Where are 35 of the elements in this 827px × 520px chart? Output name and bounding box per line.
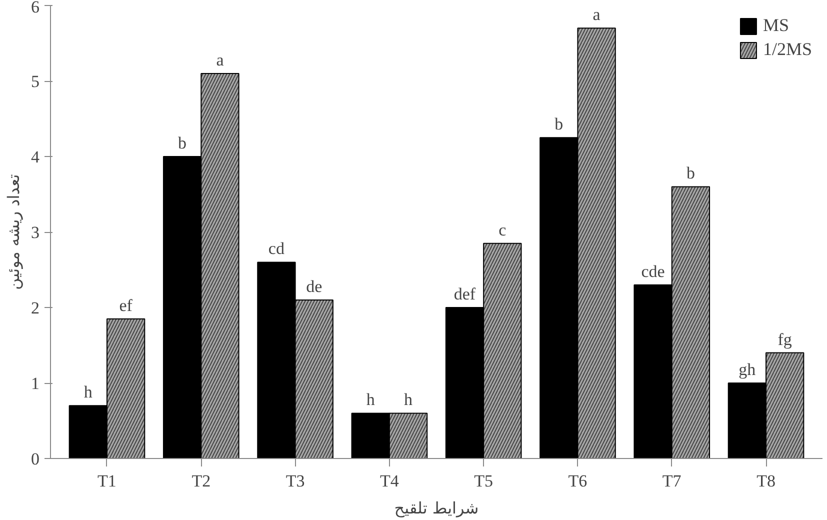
data-label: de — [306, 276, 322, 296]
data-label: b — [554, 114, 564, 134]
x-tick-label: T6 — [568, 472, 588, 490]
y-tick-label: 4 — [31, 148, 40, 166]
y-tick-label: 2 — [31, 298, 40, 318]
data-label: gh — [738, 360, 756, 379]
legend-label: MS — [762, 15, 789, 36]
data-label: fg — [778, 330, 792, 349]
data-label: a — [216, 50, 224, 70]
y-tick-label: 1 — [31, 374, 40, 393]
y-axis-title: تعداد ریشه موئین — [4, 174, 23, 290]
x-tick-label: T7 — [662, 472, 682, 490]
x-tick-label: T8 — [756, 472, 776, 490]
data-label: h — [366, 390, 376, 410]
legend-label: 1/2MS — [762, 39, 812, 60]
data-label: cd — [268, 239, 285, 258]
data-label: h — [404, 390, 414, 410]
y-tick-label: 6 — [31, 0, 40, 16]
data-label: b — [178, 134, 187, 152]
data-label: def — [454, 284, 476, 304]
data-label: b — [686, 164, 695, 183]
data-label: c — [498, 220, 507, 240]
data-label: ef — [119, 296, 133, 315]
x-tick-label: T4 — [380, 472, 400, 490]
y-tick-label: 5 — [31, 72, 40, 91]
data-label: a — [592, 5, 601, 24]
data-label: cde — [641, 262, 665, 281]
x-tick-label: T1 — [98, 472, 116, 490]
x-tick-label: T5 — [474, 472, 494, 490]
data-label: h — [84, 382, 93, 402]
x-tick-label: T3 — [286, 472, 305, 490]
y-tick-label: 3 — [31, 223, 40, 242]
y-tick-label: 0 — [31, 450, 40, 468]
x-tick-label: T2 — [192, 472, 211, 490]
x-axis-title: شرایط تلقیح — [394, 498, 479, 518]
